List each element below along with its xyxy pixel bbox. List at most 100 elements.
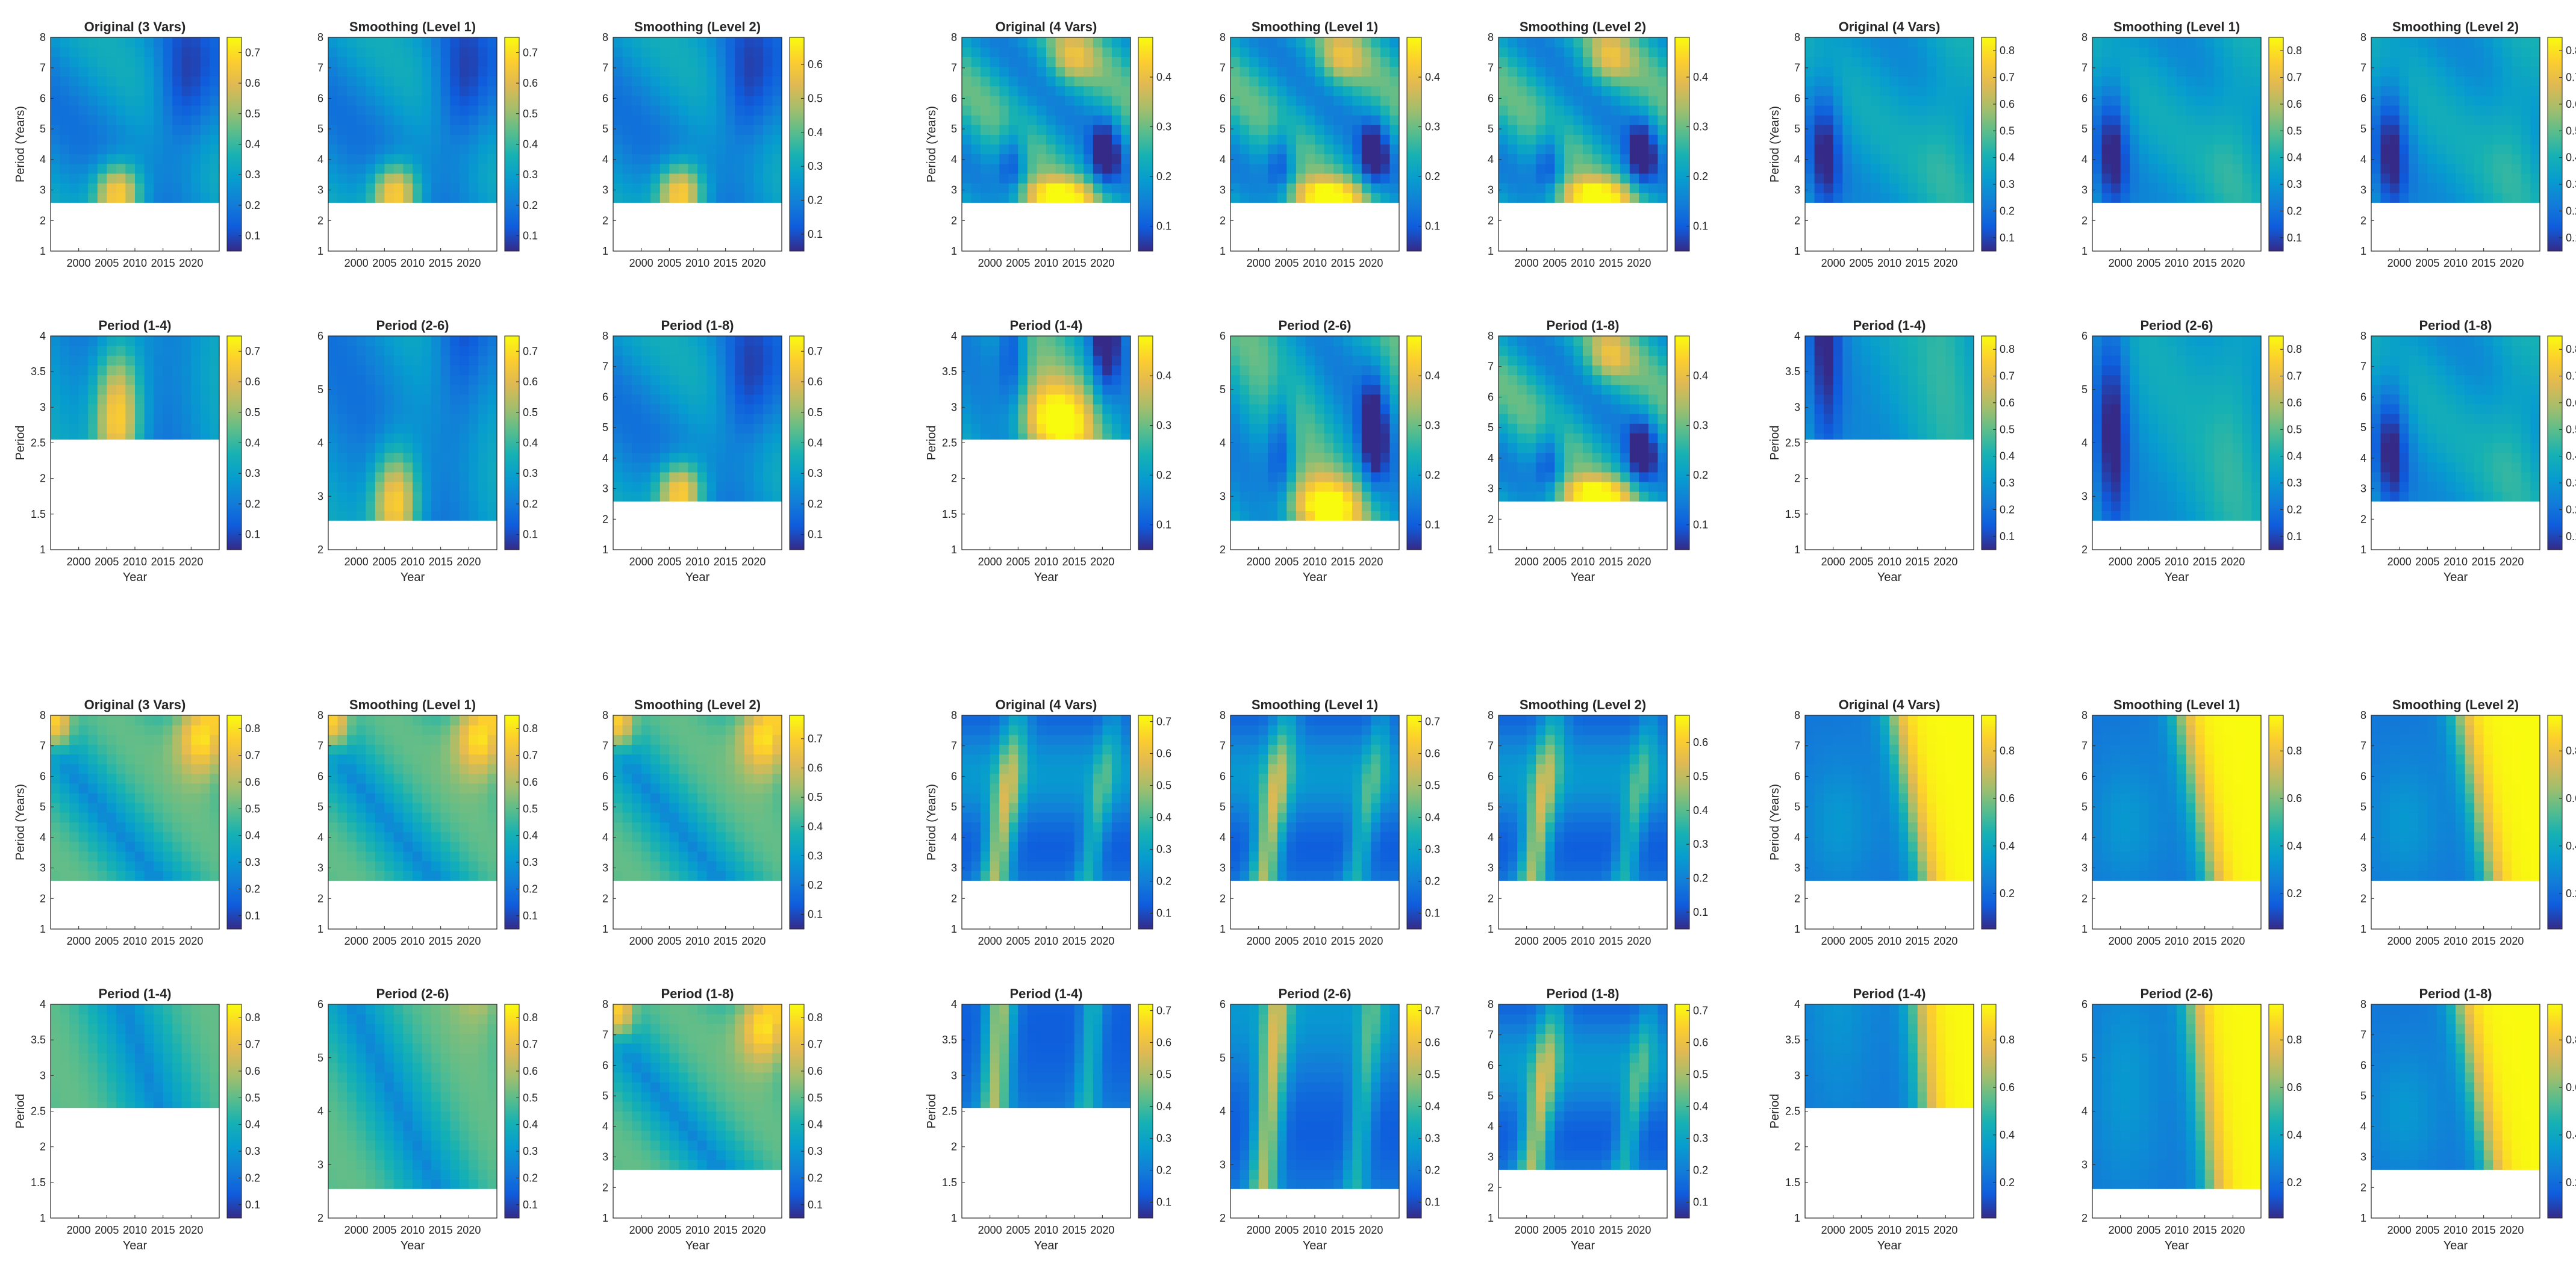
heatmap-cell: [632, 66, 642, 77]
heatmap-cell: [2418, 105, 2428, 116]
heatmap-cell: [366, 193, 376, 203]
heatmap-cell: [1296, 482, 1306, 492]
heatmap-cell: [1814, 144, 1824, 155]
heatmap-cell: [440, 433, 451, 444]
heatmap-cell: [678, 183, 689, 193]
heatmap-cell: [403, 511, 413, 521]
heatmap-cell: [97, 105, 107, 116]
x-tick-label: 2000: [2387, 257, 2412, 269]
heatmap-cell: [356, 57, 366, 67]
heatmap-cell: [1526, 144, 1536, 155]
heatmap-cell: [669, 37, 679, 48]
heatmap-cell: [1908, 173, 1918, 184]
heatmap-cell: [172, 423, 182, 434]
heatmap-cell: [1258, 95, 1268, 106]
heatmap-cell: [2456, 183, 2466, 193]
heatmap-cell: [1658, 134, 1668, 145]
heatmap-cell: [1102, 336, 1112, 346]
heatmap-cell: [1371, 511, 1381, 521]
heatmap-cell: [60, 105, 70, 116]
heatmap-cell: [116, 115, 126, 125]
heatmap-cell: [2474, 85, 2484, 96]
heatmap-cell: [393, 355, 404, 365]
heatmap-cell: [1093, 384, 1103, 395]
heatmap-cell: [154, 125, 164, 135]
heatmap-cell: [641, 105, 651, 116]
heatmap-cell: [1389, 384, 1400, 395]
heatmap-cell: [2483, 66, 2493, 77]
heatmap-cell: [1870, 183, 1881, 193]
heatmap-cell: [613, 471, 623, 482]
heatmap-cell: [478, 105, 488, 116]
heatmap-cell: [2521, 144, 2531, 155]
heatmap-cell: [1258, 173, 1268, 184]
heatmap-cell: [981, 336, 991, 346]
heatmap-cell: [366, 173, 376, 184]
heatmap-cell: [2242, 193, 2253, 203]
heatmap-cell: [990, 134, 1000, 145]
heatmap-cell: [478, 414, 488, 424]
heatmap-cell: [772, 375, 782, 385]
colorbar-tick-label: 0.8: [2566, 45, 2576, 57]
heatmap-cell: [1639, 173, 1649, 184]
heatmap-cell: [1508, 47, 1518, 57]
heatmap-cell: [135, 384, 145, 395]
heatmap-cell: [337, 76, 348, 87]
y-tick-label: 6: [1488, 92, 1494, 104]
heatmap-cell: [337, 183, 348, 193]
heatmap-cell: [697, 125, 708, 135]
heatmap-cell: [1648, 173, 1659, 184]
heatmap-cell: [51, 336, 61, 346]
heatmap-cell: [97, 134, 107, 145]
heatmap-cell: [1954, 47, 1965, 57]
heatmap-cell: [2130, 134, 2140, 145]
heatmap-cell: [1268, 95, 1278, 106]
colorbar-tick-label: 0.5: [808, 92, 823, 104]
heatmap-cell: [2092, 85, 2103, 96]
heatmap-cell: [1870, 37, 1881, 48]
heatmap-cell: [2418, 125, 2428, 135]
heatmap-cell: [440, 125, 451, 135]
heatmap-cell: [393, 47, 404, 57]
heatmap-cell: [478, 115, 488, 125]
heatmap-cell: [172, 115, 182, 125]
heatmap-cell: [1945, 134, 1956, 145]
heatmap-cell: [613, 433, 623, 444]
x-tick-label: 2005: [372, 257, 396, 269]
heatmap-cell: [163, 173, 173, 184]
heatmap-cell: [97, 37, 107, 48]
heatmap-cell: [706, 115, 717, 125]
heatmap-cell: [60, 423, 70, 434]
heatmap-cell: [1536, 163, 1546, 174]
heatmap-cell: [2092, 115, 2103, 125]
heatmap-cell: [97, 173, 107, 184]
heatmap-cell: [440, 134, 451, 145]
heatmap-cell: [2409, 144, 2419, 155]
heatmap-cell: [2130, 85, 2140, 96]
heatmap-cell: [1343, 154, 1353, 164]
heatmap-cell: [2233, 66, 2243, 77]
heatmap-cell: [2101, 66, 2112, 77]
heatmap-cell: [1861, 173, 1871, 184]
heatmap-cell: [450, 404, 460, 414]
heatmap-cell: [1102, 144, 1112, 155]
heatmap-cell: [1240, 163, 1250, 174]
heatmap-cell: [1008, 355, 1018, 365]
heatmap-cell: [1333, 384, 1344, 395]
heatmap-cell: [356, 163, 366, 174]
y-axis-label: Period (Years): [1768, 106, 1782, 182]
heatmap-cell: [1380, 452, 1391, 463]
heatmap-cell: [2371, 134, 2381, 145]
heatmap-cell: [962, 404, 972, 414]
heatmap-cell: [366, 471, 376, 482]
heatmap-cell: [1936, 154, 1946, 164]
heatmap-cell: [200, 76, 211, 87]
heatmap-cell: [999, 394, 1009, 405]
heatmap-cell: [1842, 183, 1853, 193]
heatmap-cell: [1102, 57, 1112, 67]
heatmap-cell: [2120, 173, 2130, 184]
heatmap-cell: [1833, 144, 1843, 155]
heatmap-cell: [650, 336, 661, 346]
heatmap-cell: [60, 57, 70, 67]
